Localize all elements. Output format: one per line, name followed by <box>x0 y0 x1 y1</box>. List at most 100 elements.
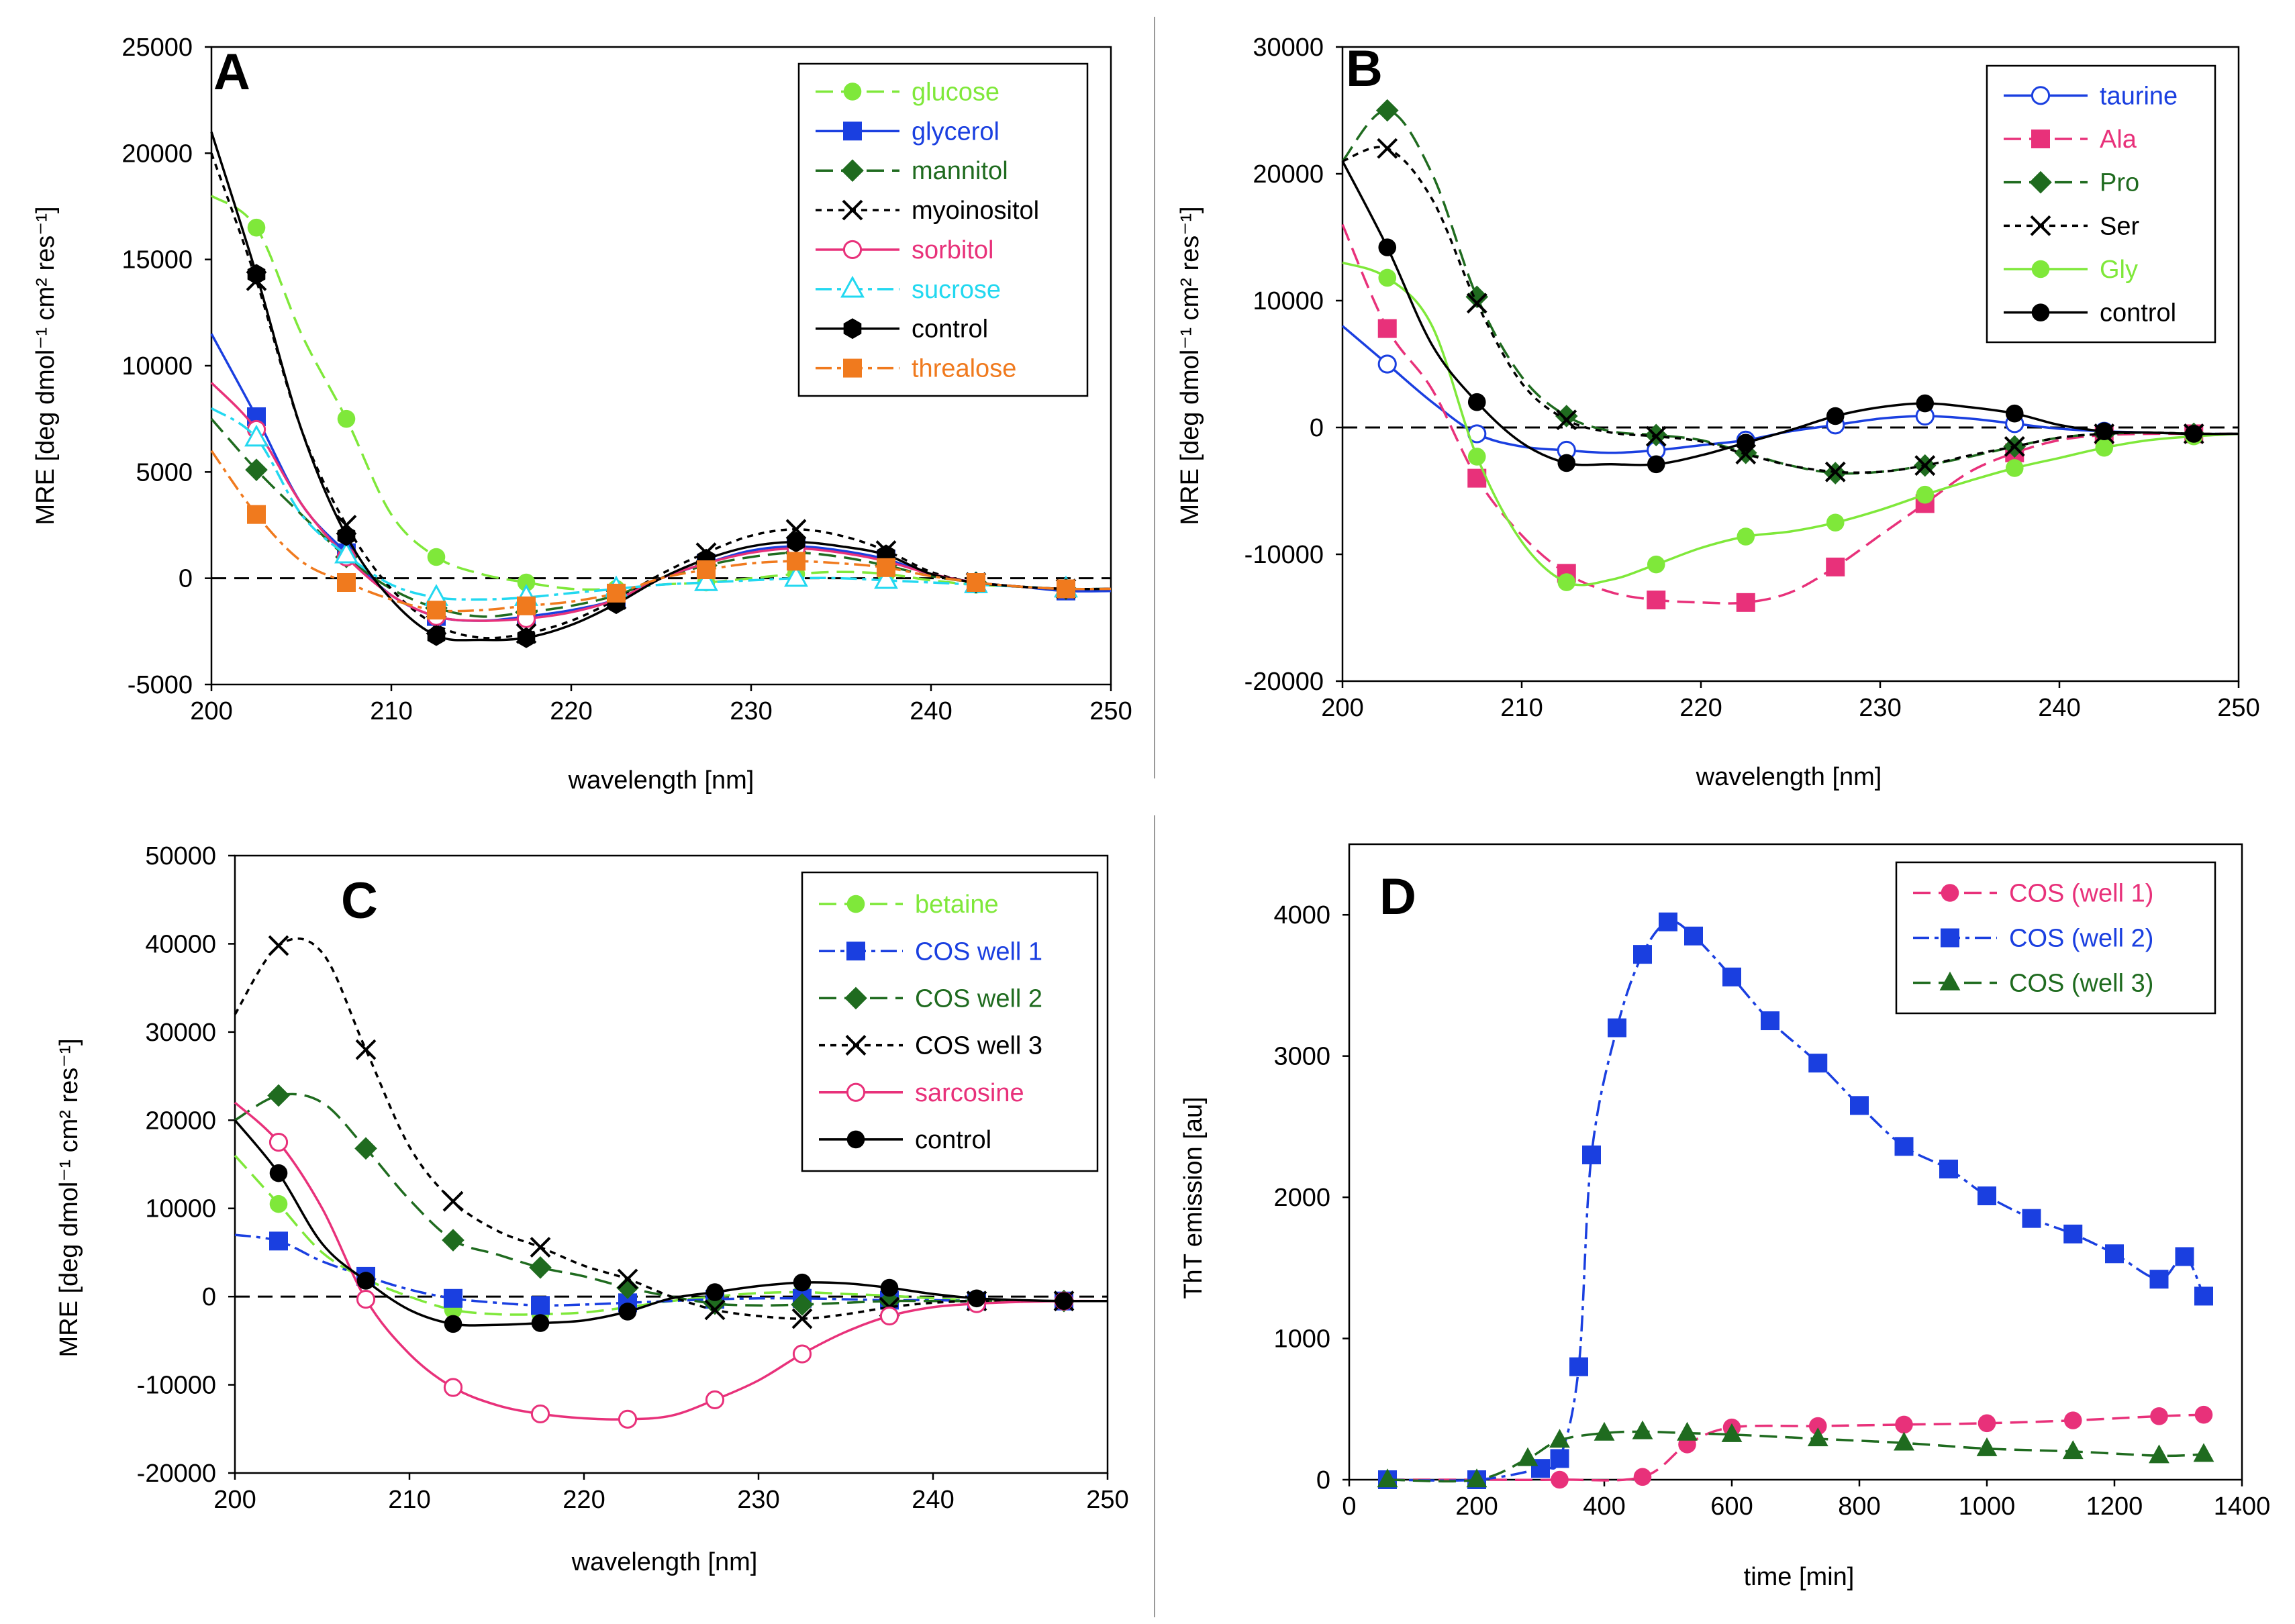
panel-b-legend-item-ser-swatch-marker <box>2030 215 2051 236</box>
panel-b-series-pro-point <box>1465 285 1489 309</box>
panel-a-series-threalose-point <box>607 583 626 603</box>
panel-d-series-cos-well-2-point <box>2022 1209 2041 1228</box>
panel-b-series-ala-line <box>1341 223 2239 605</box>
panel-c-series-control-point <box>793 1273 812 1292</box>
panel-d-y-axis-label: ThT emission [au] <box>1179 1097 1208 1299</box>
panel-a-y-tick-label: 20000 <box>121 140 193 168</box>
panel-c-series-sarcosine-point <box>792 1344 812 1364</box>
panel-b-series-ala-point <box>1826 557 1845 576</box>
panel-a-x-tick-label: 230 <box>730 697 772 725</box>
panel-b-series-gly-point <box>1826 513 1845 532</box>
panel-a-legend-item-threalose-label: threalose <box>912 355 1016 383</box>
panel-b-y-tick-label: 20000 <box>1253 160 1324 189</box>
panel-a-y-tick-label: 25000 <box>121 34 193 62</box>
panel-c-series-sarcosine-point <box>705 1390 725 1410</box>
panel-c-legend-item-sarcosine-label: sarcosine <box>915 1079 1024 1107</box>
panel-b-series-ser-line <box>1342 146 2239 474</box>
panel-c-y-tick-label: 50000 <box>145 842 216 870</box>
panel-c-series-cos-well-3-line <box>234 937 1108 1320</box>
panel-c-series-cos-well-3-point-stroke-2 <box>530 1237 551 1258</box>
panel-a-series-threalose-point <box>877 558 895 577</box>
panel-d-series-cos-well-2-point <box>1684 926 1703 946</box>
panel-b-legend-item-pro-swatch-marker <box>2029 170 2052 194</box>
panel-d-y-tick-label: 0 <box>1316 1466 1330 1494</box>
panel-b-series-control-point <box>1647 455 1665 474</box>
panel-d-series-cos-well-3-point <box>2149 1444 2169 1464</box>
panel-d-series-cos-well-3-point <box>1721 1423 1743 1442</box>
panel-a-series-glucose-point <box>427 548 446 566</box>
panel-b-series-gly-line <box>1342 261 2239 587</box>
panel-c-legend-item-control-swatch-marker <box>846 1130 865 1149</box>
panel-b-series-ser-point-stroke-2 <box>1824 461 1846 483</box>
panel-c-series-cos-well-3-point <box>442 1190 464 1212</box>
panel-c-x-axis-label: wavelength [nm] <box>571 1548 758 1576</box>
panel-a-series-threalose-point <box>967 573 985 592</box>
panel-b-series-ala-point <box>1377 319 1397 338</box>
panel-c-series-control-point <box>967 1289 986 1308</box>
panel-b-legend-item-ala-swatch-marker <box>2031 130 2050 148</box>
panel-c-series-cos-well-3-point-stroke-2 <box>791 1308 813 1329</box>
panel-b-series-gly-point <box>1557 573 1576 591</box>
panel-c-series-cos-well-1-point <box>531 1296 550 1315</box>
panel-b-series-pro-point <box>1555 405 1578 427</box>
panel-c-series-sarcosine-point <box>443 1378 463 1397</box>
panel-c-series-cos-well-3-point <box>791 1308 813 1329</box>
panel-d-series-cos-well-3-point <box>1517 1447 1539 1466</box>
panel-c-series-cos-well-3-point <box>355 1039 377 1060</box>
panel-c-series-cos-well-1-line <box>234 1233 1108 1307</box>
panel-b-series-control-point <box>2005 404 2024 423</box>
panel-c-series-control-point <box>880 1278 899 1297</box>
panel-c-series-control-point <box>1055 1292 1073 1311</box>
panel-a-legend-item-mannitol-label: mannitol <box>912 157 1008 185</box>
panel-d-legend: COS (well 1) COS (well 2) COS (well 3) <box>1895 861 2216 1015</box>
panel-a-x-tick-label: 220 <box>550 697 592 725</box>
panel-b-series-ser-point-stroke-2 <box>2004 436 2025 457</box>
panel-a-legend-item-threalose-swatch-marker <box>843 358 862 378</box>
panel-c-x-tick-label: 200 <box>213 1486 256 1514</box>
panel-a-series-mannitol-point <box>245 458 268 481</box>
panel-b-series-ser-point-stroke-2 <box>1914 455 1936 476</box>
panel-b-letter: B <box>1346 40 1383 97</box>
panel-c-legend-item-cos-well-3-label: COS well 3 <box>915 1032 1042 1060</box>
panel-d-series-cos-well-2-point <box>1894 1137 1914 1156</box>
panel-d-series-cos-well-1-point <box>1977 1414 1996 1433</box>
panel-c-x-tick-label: 240 <box>912 1486 954 1514</box>
panel-d-series-layer <box>1377 912 2214 1489</box>
panel-a-x-tick-label: 250 <box>1089 697 1132 725</box>
panel-b-legend-item-ala-label: Ala <box>2100 125 2137 154</box>
panel-a-y-tick-label: 15000 <box>121 246 193 274</box>
panel-d-series-cos-well-2-point <box>1977 1186 1996 1206</box>
panel-c-series-cos-well-3-point-stroke-2 <box>442 1190 464 1212</box>
panel-c-legend-item-sarcosine-swatch-marker <box>846 1082 866 1102</box>
panel-c-y-tick-label: 40000 <box>145 930 216 958</box>
panel-c-series-control-point <box>356 1272 375 1290</box>
panel-b-x-tick-label: 240 <box>2038 694 2080 722</box>
panel-d-series-cos-well-3-point <box>1549 1429 1570 1448</box>
panel-a-legend-item-myoinositol-label: myoinositol <box>912 197 1039 225</box>
panel-d-letter: D <box>1379 868 1416 925</box>
panel-d-series-cos-well-3-point <box>1377 1468 1398 1488</box>
panel-a-y-tick-label: 0 <box>179 565 193 593</box>
panel-d-series-cos-well-3-point <box>1466 1468 1487 1488</box>
panel-a-series-glucose-line <box>210 195 1112 591</box>
panel-c-y-tick-label: 20000 <box>145 1107 216 1135</box>
panel-b-series-ser-point-stroke-2 <box>1377 138 1398 159</box>
panel-a-series-glucose-point <box>247 218 266 237</box>
panel-c-series-control-point <box>269 1164 288 1182</box>
panel-b-x-tick-label: 220 <box>1679 694 1722 722</box>
panel-b-y-tick-label: -10000 <box>1244 541 1324 569</box>
panel-c-legend-item-betaine-label: betaine <box>915 891 999 919</box>
panel-d-series-cos-well-3-point <box>2062 1440 2084 1460</box>
panel-b-series-ser-point-stroke-2 <box>1466 293 1487 314</box>
panel-b-legend-item-gly-swatch-marker <box>2031 260 2050 278</box>
panel-c-legend-item-control-label: control <box>915 1126 991 1154</box>
panel-c-series-sarcosine-point <box>356 1289 376 1309</box>
panel-d-legend-item-cos-well-2-swatch-marker <box>1941 928 1959 948</box>
panel-a-series-sucrose-point <box>784 564 808 587</box>
panel-c: 200 210 220 230 240 250 -20000 -10000 0 10000 2000… <box>55 842 1129 1576</box>
panel-b-legend-item-control-swatch-marker <box>2031 303 2050 321</box>
panel-a-series-control-point <box>247 264 266 285</box>
panel-c-y-tick-label: 10000 <box>145 1195 216 1223</box>
panel-d-legend-item-cos-well-1-label: COS (well 1) <box>2009 880 2153 908</box>
panel-c-series-layer <box>234 935 1108 1429</box>
